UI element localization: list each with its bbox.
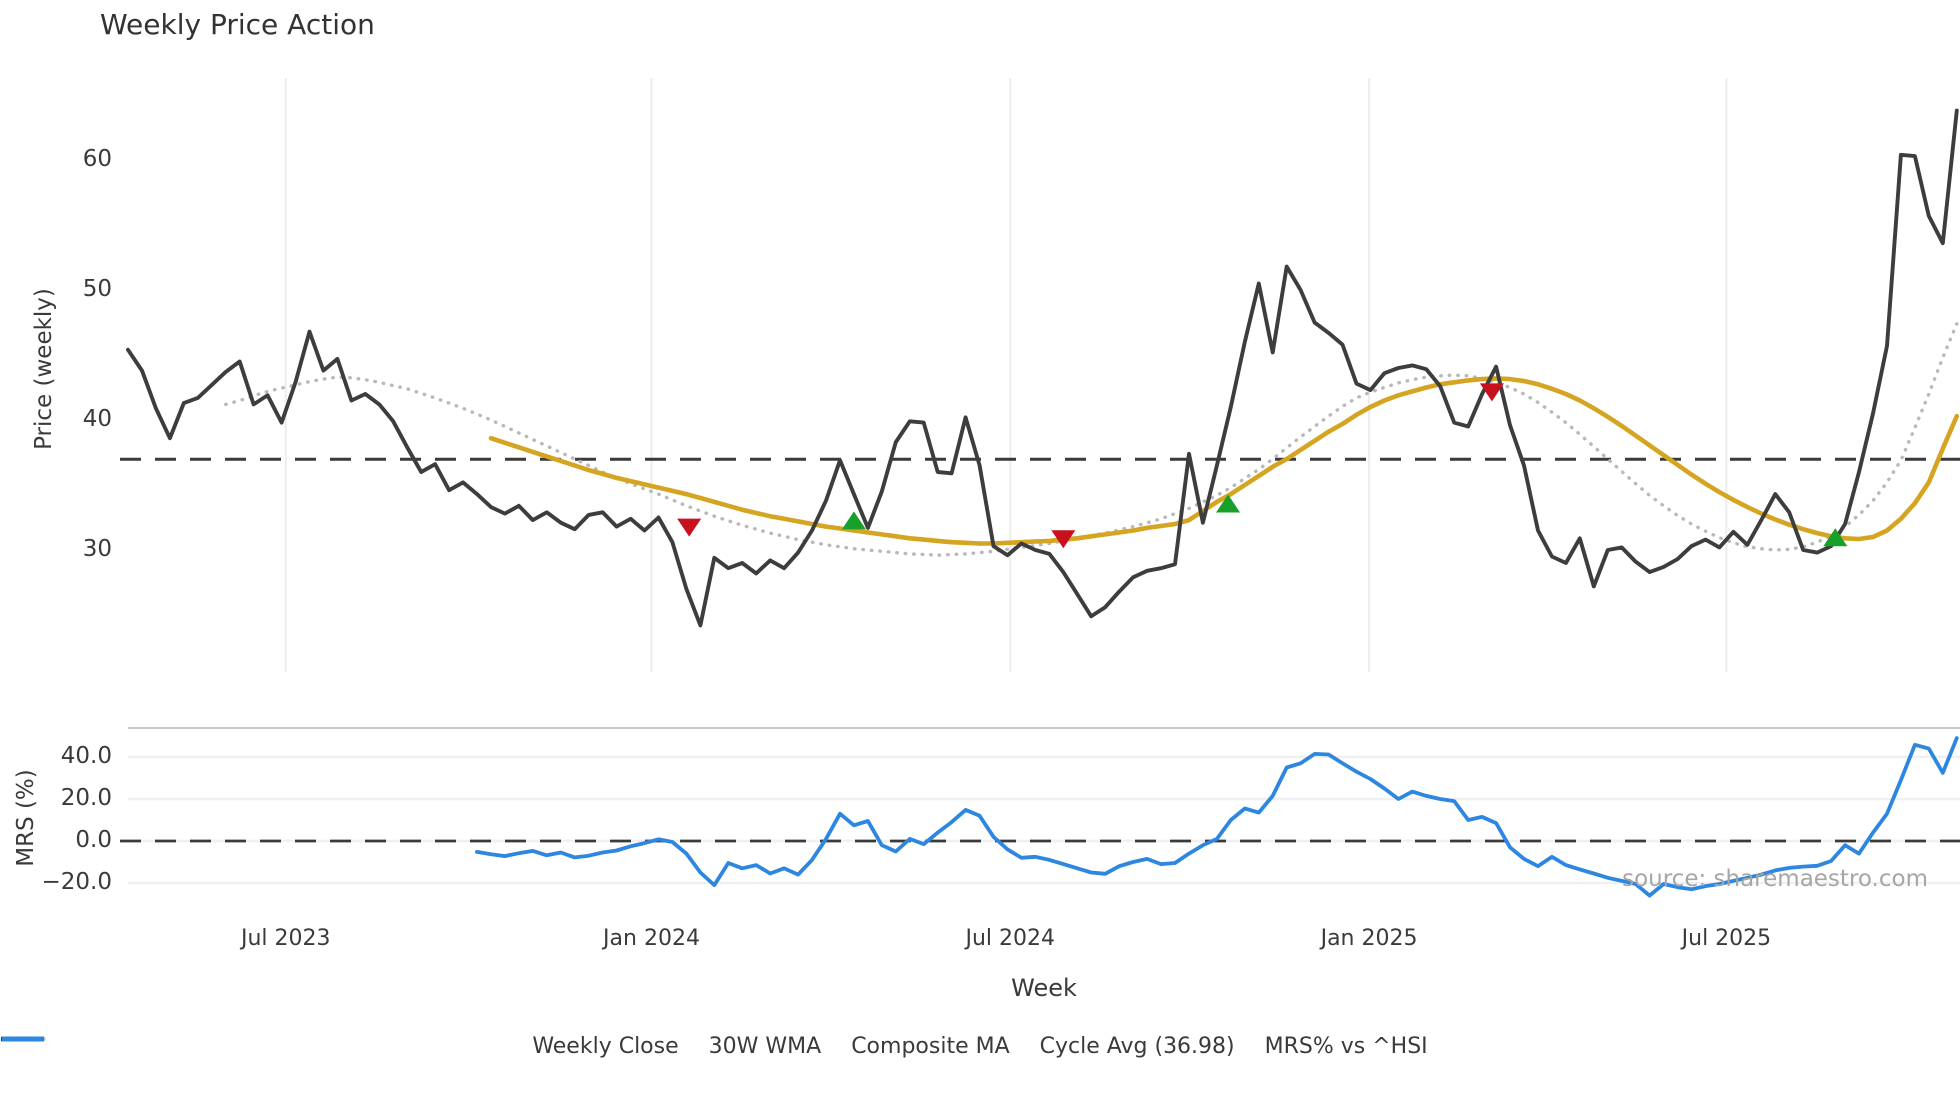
legend-item: Cycle Avg (36.98) (1, 1034, 1235, 1059)
buy-marker (841, 511, 866, 530)
mrs-ytick: 40.0 (60, 742, 112, 769)
legend-item: MRS% vs ^HSI (2, 1034, 1428, 1059)
x-axis-label: Week (1011, 974, 1077, 1002)
legend-item: Composite MA (1, 1034, 1010, 1059)
price-ytick: 60 (82, 145, 112, 172)
source-note: source: sharemaestro.com (1622, 866, 1928, 892)
composite-ma-line (223, 322, 1959, 557)
x-tick: Jul 2024 (965, 926, 1056, 951)
mrs-line (475, 736, 1959, 898)
price-ytick: 30 (82, 535, 112, 562)
buy-marker (1823, 528, 1848, 547)
chart-title: Weekly Price Action (100, 8, 375, 41)
x-tick: Jul 2025 (1681, 926, 1772, 951)
sell-marker (1479, 383, 1504, 402)
mrs-ytick: 0.0 (75, 826, 112, 853)
legend-item: Weekly Close (2, 1034, 679, 1059)
x-tick: Jul 2023 (240, 926, 331, 951)
sell-marker (677, 518, 702, 537)
legend-label: Cycle Avg (36.98) (1039, 1034, 1235, 1059)
legend-label: Weekly Close (532, 1034, 679, 1059)
buy-marker (1216, 494, 1241, 513)
wma-line (488, 376, 1960, 546)
x-tick: Jan 2024 (603, 926, 700, 951)
legend-label: MRS% vs ^HSI (1264, 1034, 1428, 1059)
x-tick: Jan 2025 (1320, 926, 1418, 951)
weekly-close-line (126, 108, 1959, 628)
price-ytick: 50 (82, 275, 112, 302)
legend-swatch-solid (2, 1036, 44, 1042)
mrs-ytick: −20.0 (41, 868, 112, 895)
legend-item: 30W WMA (2, 1034, 822, 1059)
legend-label: Composite MA (851, 1034, 1010, 1059)
sell-marker (1051, 530, 1076, 549)
chart-legend: Weekly Close 30W WMA Composite MA Cycle Avg… (0, 1034, 1960, 1059)
price-ytick: 40 (82, 405, 112, 432)
mrs-ytick: 20.0 (60, 784, 112, 811)
legend-label: 30W WMA (708, 1034, 822, 1059)
